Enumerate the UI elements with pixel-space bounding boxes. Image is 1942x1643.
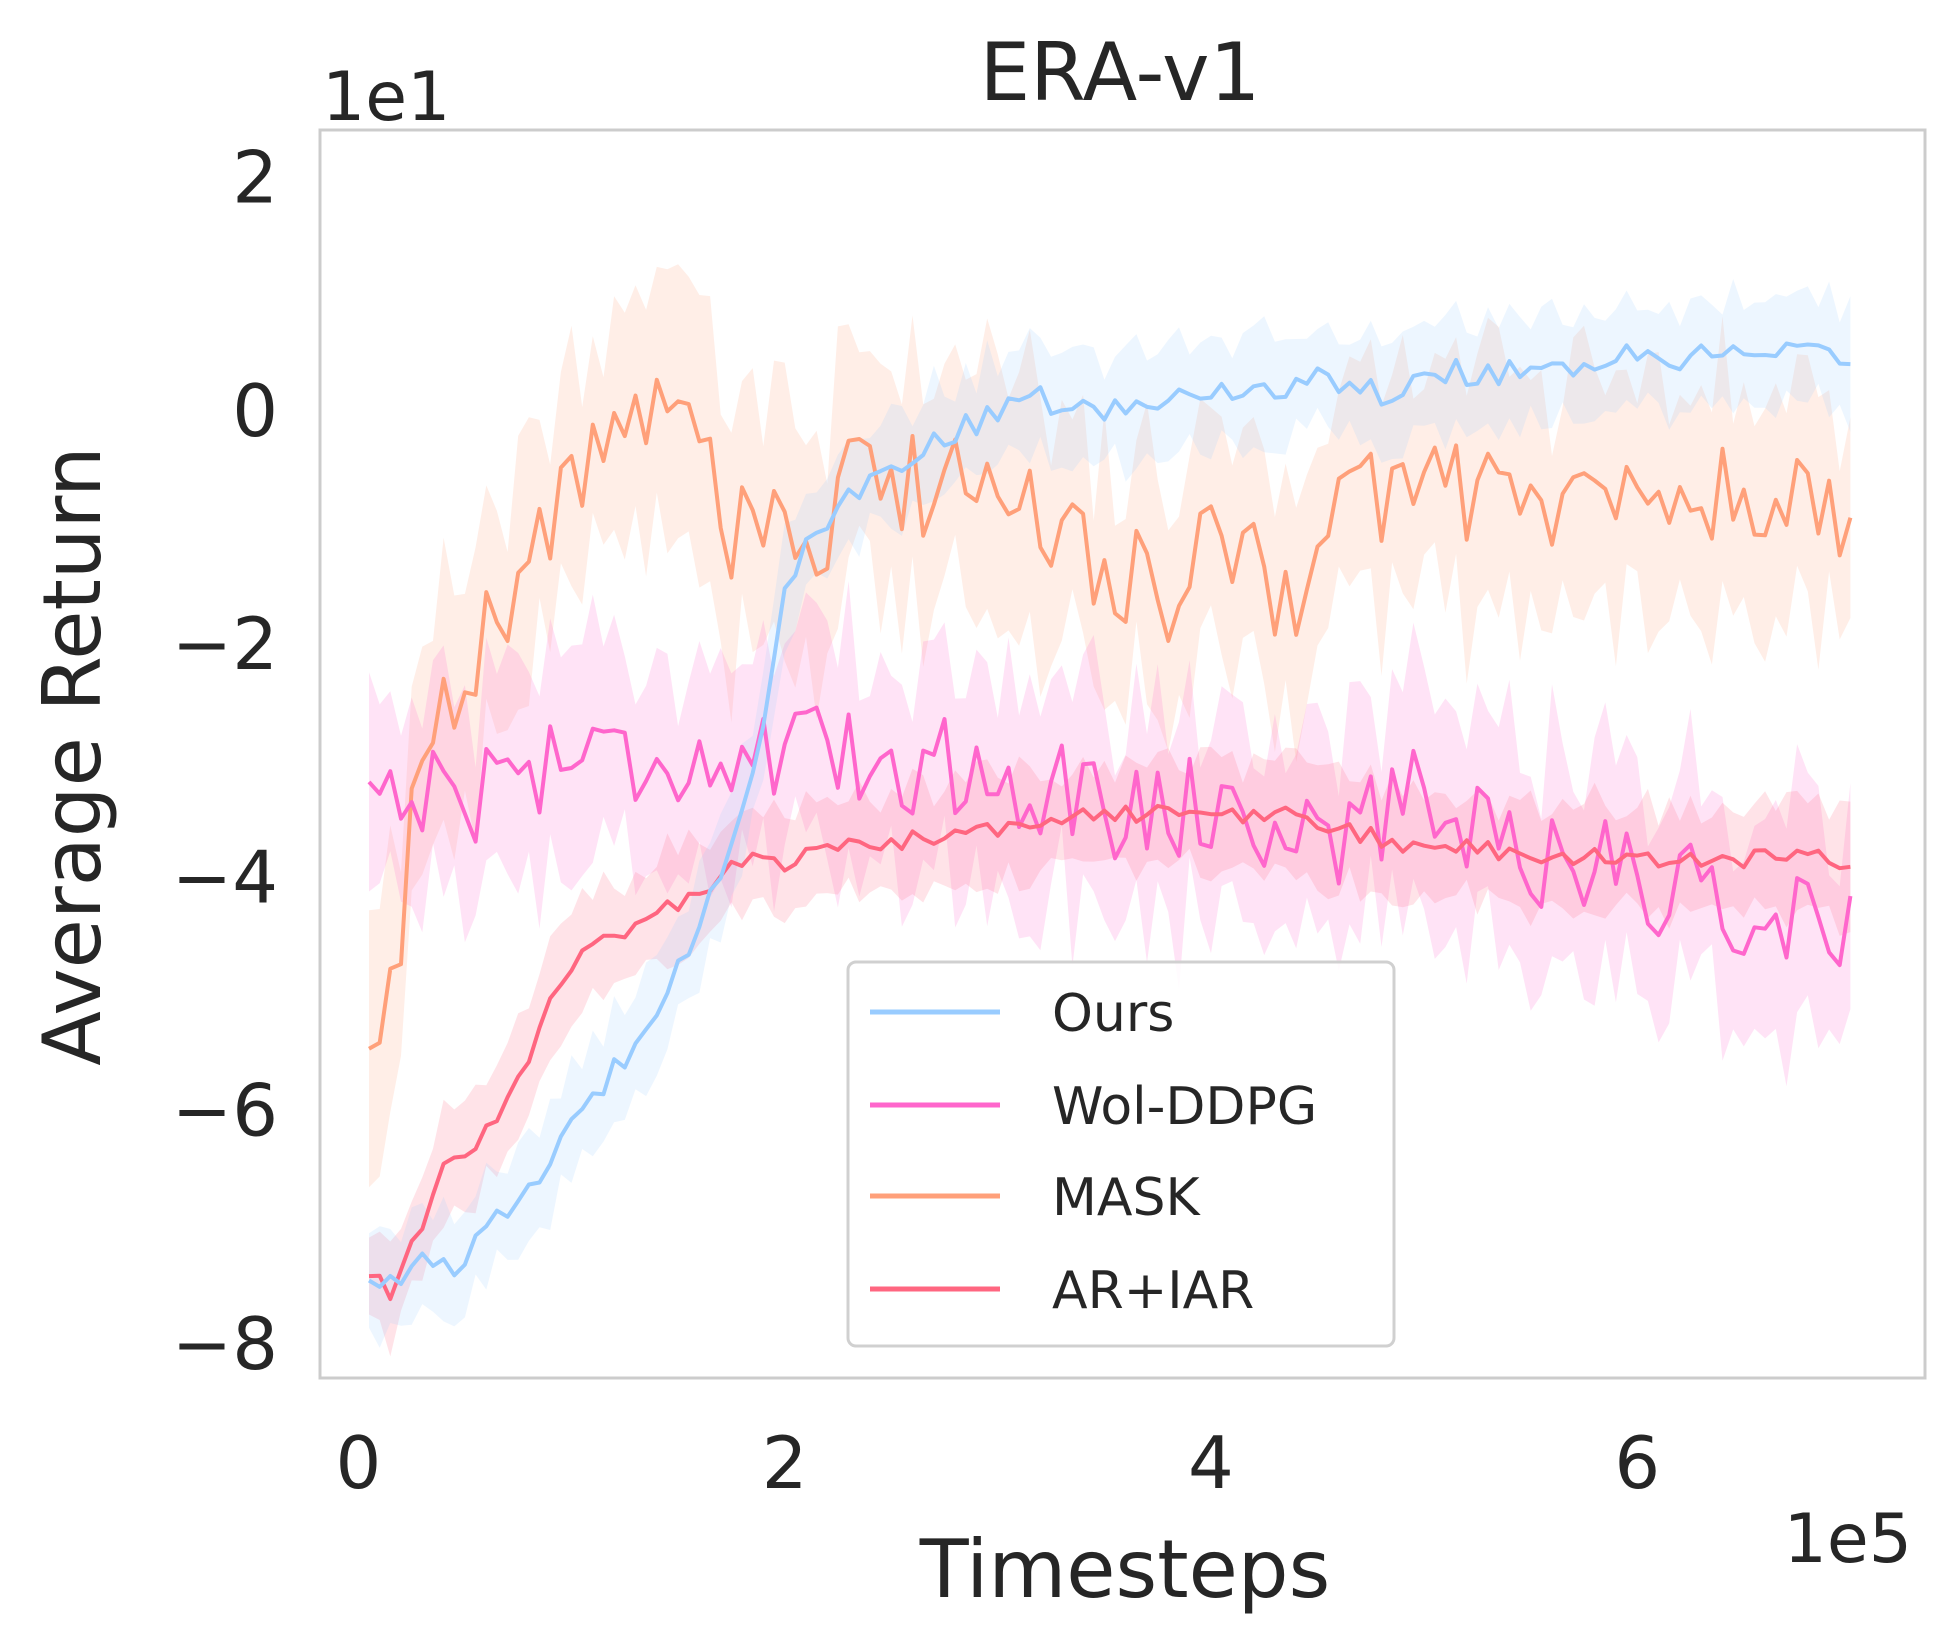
x-multiplier-label: 1e5 bbox=[1784, 1500, 1912, 1579]
x-tick-label: 2 bbox=[762, 1421, 808, 1505]
legend-label-mask: MASK bbox=[1052, 1168, 1201, 1228]
y-tick-label: 0 bbox=[232, 369, 278, 453]
legend-label-ours: Ours bbox=[1052, 984, 1174, 1044]
y-tick-label: −6 bbox=[172, 1069, 278, 1153]
plot-frame bbox=[318, 128, 1927, 1380]
series-line bbox=[367, 705, 1853, 968]
y-tick-label: 2 bbox=[232, 136, 278, 220]
y-tick-label: −2 bbox=[172, 602, 278, 686]
x-axis-label: Timesteps bbox=[919, 1523, 1331, 1616]
legend: Ours Wol-DDPG MASK AR+IAR bbox=[846, 960, 1396, 1348]
series-lines bbox=[367, 341, 1853, 1301]
legend-label-ar-iar: AR+IAR bbox=[1052, 1261, 1254, 1321]
y-multiplier-label: 1e1 bbox=[322, 58, 450, 137]
series-line bbox=[368, 377, 1853, 1051]
x-tick-label: 6 bbox=[1614, 1421, 1660, 1505]
confidence-band bbox=[369, 279, 1851, 1348]
legend-label-wol-ddpg: Wol-DDPG bbox=[1052, 1077, 1317, 1137]
series-line bbox=[367, 341, 1851, 1289]
y-tick-labels: −8 −6 −4 −2 0 2 bbox=[172, 136, 278, 1386]
confidence-band bbox=[369, 746, 1851, 1357]
x-tick-label: 4 bbox=[1188, 1421, 1234, 1505]
legend-box bbox=[846, 960, 1396, 1348]
y-axis-label: Average Return bbox=[26, 446, 119, 1065]
x-tick-label: 0 bbox=[335, 1421, 381, 1505]
y-tick-label: −8 bbox=[172, 1302, 278, 1386]
chart-title: ERA-v1 bbox=[980, 26, 1261, 119]
y-tick-label: −4 bbox=[172, 835, 278, 919]
series-line bbox=[368, 803, 1851, 1301]
x-tick-labels: 0 2 4 6 bbox=[335, 1421, 1660, 1505]
